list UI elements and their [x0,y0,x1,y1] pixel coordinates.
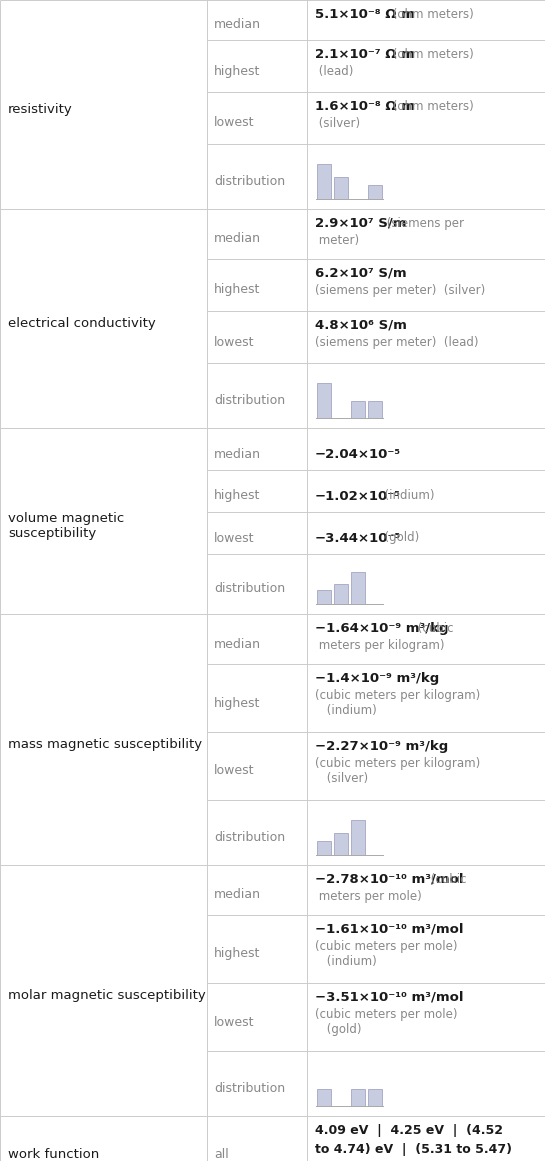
Bar [317,383,331,418]
Text: (lead): (lead) [315,65,353,78]
Text: (ohm meters): (ohm meters) [389,48,474,62]
Text: 2.9×10⁷ S/m: 2.9×10⁷ S/m [315,217,407,230]
Text: (cubic meters per kilogram): (cubic meters per kilogram) [315,757,480,770]
Text: −3.44×10⁻⁵: −3.44×10⁻⁵ [315,532,401,545]
Text: −2.04×10⁻⁵: −2.04×10⁻⁵ [315,447,401,461]
Text: (silver): (silver) [323,772,368,785]
Bar [334,178,348,199]
Text: volume magnetic: volume magnetic [8,512,124,525]
Text: −1.02×10⁻⁵: −1.02×10⁻⁵ [315,490,401,503]
Text: lowest: lowest [214,336,255,348]
Text: −1.64×10⁻⁹ m³/kg: −1.64×10⁻⁹ m³/kg [315,622,449,635]
Text: (cubic meters per kilogram): (cubic meters per kilogram) [315,688,480,702]
Text: (siemens per meter)  (silver): (siemens per meter) (silver) [315,284,485,297]
Bar [351,820,365,854]
Text: work function: work function [8,1148,99,1161]
Text: median: median [214,888,261,901]
Text: (siemens per: (siemens per [383,217,464,230]
Bar [317,590,331,604]
Text: electrical conductivity: electrical conductivity [8,317,156,330]
Text: 6.2×10⁷ S/m: 6.2×10⁷ S/m [315,267,407,280]
Bar [351,571,365,604]
Text: meters per mole): meters per mole) [315,890,422,903]
Text: −2.27×10⁻⁹ m³/kg: −2.27×10⁻⁹ m³/kg [315,740,448,753]
Bar [351,1089,365,1106]
Text: median: median [214,232,261,245]
Text: (siemens per meter)  (lead): (siemens per meter) (lead) [315,336,479,349]
Text: median: median [214,637,261,650]
Bar [317,1089,331,1106]
Text: (cubic meters per mole): (cubic meters per mole) [315,940,457,953]
Text: highest: highest [214,947,261,960]
Text: 2.1×10⁻⁷ Ω m: 2.1×10⁻⁷ Ω m [315,48,415,62]
Text: 5.1×10⁻⁸ Ω m: 5.1×10⁻⁸ Ω m [315,8,415,21]
Text: median: median [214,19,261,31]
Text: −1.4×10⁻⁹ m³/kg: −1.4×10⁻⁹ m³/kg [315,672,439,685]
Bar [334,834,348,854]
Text: (gold): (gold) [377,532,419,545]
Text: to 4.74) eV  |  (5.31 to 5.47): to 4.74) eV | (5.31 to 5.47) [315,1142,512,1156]
Text: highest: highest [214,283,261,296]
Text: (cubic: (cubic [427,873,466,886]
Text: 1.6×10⁻⁸ Ω m: 1.6×10⁻⁸ Ω m [315,100,415,113]
Text: mass magnetic susceptibility: mass magnetic susceptibility [8,738,202,751]
Text: highest: highest [214,697,261,709]
Text: −1.61×10⁻¹⁰ m³/mol: −1.61×10⁻¹⁰ m³/mol [315,923,463,936]
Text: distribution: distribution [214,175,285,188]
Text: 4.8×10⁶ S/m: 4.8×10⁶ S/m [315,319,407,332]
Text: (indium): (indium) [377,490,434,503]
Text: median: median [214,447,261,461]
Text: (silver): (silver) [315,117,360,130]
Text: distribution: distribution [214,1082,285,1095]
Text: distribution: distribution [214,394,285,408]
Bar [317,164,331,199]
Text: lowest: lowest [214,532,255,545]
Text: lowest: lowest [214,1016,255,1029]
Text: distribution: distribution [214,831,285,844]
Text: −2.78×10⁻¹⁰ m³/mol: −2.78×10⁻¹⁰ m³/mol [315,873,463,886]
Bar [368,1089,382,1106]
Text: (indium): (indium) [323,956,377,968]
Text: resistivity: resistivity [8,103,72,116]
Bar [334,584,348,604]
Bar [351,401,365,418]
Text: (ohm meters): (ohm meters) [389,8,474,21]
Text: highest: highest [214,490,261,503]
Text: susceptibility: susceptibility [8,527,96,540]
Bar [317,842,331,854]
Text: (cubic meters per mole): (cubic meters per mole) [315,1008,457,1021]
Text: (gold): (gold) [323,1023,361,1036]
Bar [368,186,382,199]
Text: (cubic: (cubic [414,622,453,635]
Text: meter): meter) [315,235,359,247]
Text: highest: highest [214,65,261,78]
Text: all: all [214,1148,229,1161]
Text: −3.51×10⁻¹⁰ m³/mol: −3.51×10⁻¹⁰ m³/mol [315,991,463,1004]
Text: (indium): (indium) [323,704,377,717]
Text: lowest: lowest [214,764,255,778]
Text: lowest: lowest [214,116,255,130]
Text: meters per kilogram): meters per kilogram) [315,639,445,652]
Text: distribution: distribution [214,583,285,596]
Text: 4.09 eV  |  4.25 eV  |  (4.52: 4.09 eV | 4.25 eV | (4.52 [315,1124,503,1137]
Text: molar magnetic susceptibility: molar magnetic susceptibility [8,989,206,1002]
Text: (ohm meters): (ohm meters) [389,100,474,113]
Bar [368,401,382,418]
